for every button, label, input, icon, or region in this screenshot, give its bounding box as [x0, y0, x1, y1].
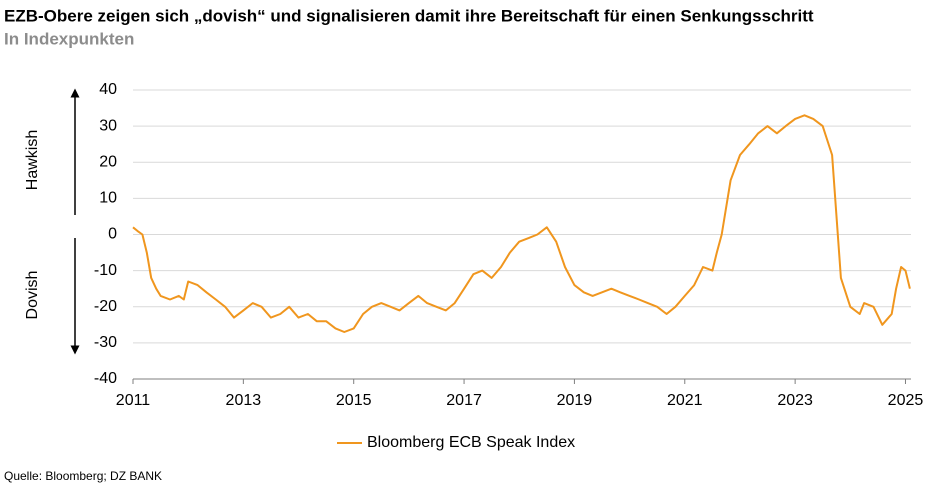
- x-tick-label: 2013: [226, 392, 262, 409]
- source: Quelle: Bloomberg; DZ BANK: [4, 469, 162, 483]
- y-tick-label: 0: [108, 226, 117, 243]
- data-line: [132, 114, 911, 333]
- y-tick-label: -20: [94, 298, 117, 315]
- y-tick-label: -30: [94, 334, 117, 351]
- x-tick-label: 2019: [557, 392, 593, 409]
- hawkish-label: Hawkish: [24, 130, 41, 190]
- y-tick-label: -10: [94, 262, 117, 279]
- x-tick-label: 2025: [888, 392, 924, 409]
- x-tick-label: 2017: [446, 392, 482, 409]
- y-tick-label: 40: [99, 81, 117, 98]
- y-tick-label: -40: [94, 370, 117, 387]
- chart-subtitle: In Indexpunkten: [4, 29, 134, 48]
- chart-title: EZB-Obere zeigen sich „dovish“ und signa…: [4, 6, 814, 25]
- legend-label: Bloomberg ECB Speak Index: [367, 434, 575, 451]
- y-tick-label: 20: [99, 153, 117, 170]
- x-tick-label: 2023: [777, 392, 813, 409]
- x-tick-label: 2015: [336, 392, 372, 409]
- x-tick-label: 2011: [116, 392, 151, 409]
- y-tick-label: 10: [99, 190, 117, 207]
- dovish-label: Dovish: [24, 271, 41, 320]
- x-tick-label: 2021: [667, 392, 703, 409]
- y-tick-label: 30: [99, 117, 117, 134]
